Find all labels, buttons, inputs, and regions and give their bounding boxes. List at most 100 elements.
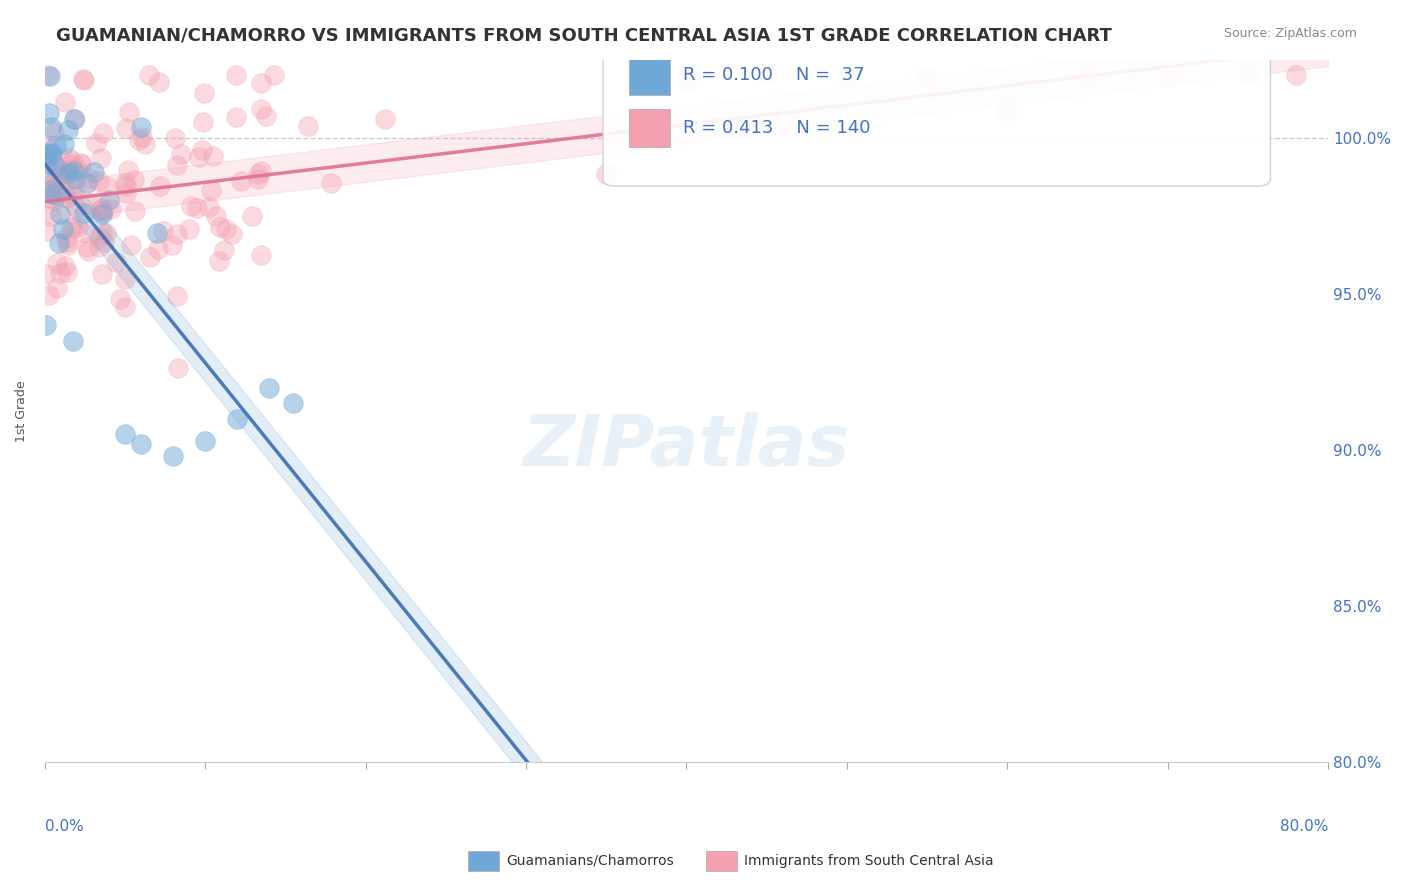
- Point: [51, 183, 73, 197]
- Point: [138, 68, 160, 82]
- Bar: [628, 56, 669, 95]
- Point: [55, 259, 77, 273]
- Point: [98, 194, 121, 208]
- Point: [65, 185, 87, 199]
- Point: [62, 334, 84, 348]
- Point: [114, 186, 136, 200]
- Point: [56, 159, 79, 173]
- Point: [35, 224, 58, 238]
- Point: [58, 166, 80, 180]
- Point: [70, 157, 93, 171]
- Point: [60, 153, 83, 168]
- Point: [134, 137, 156, 152]
- Point: [35, 156, 58, 170]
- Point: [138, 250, 160, 264]
- Text: R = 0.100    N =  37: R = 0.100 N = 37: [682, 66, 865, 84]
- Point: [59, 220, 82, 235]
- Point: [55, 168, 77, 182]
- Point: [41, 148, 63, 162]
- Point: [200, 183, 222, 197]
- Point: [70, 156, 93, 170]
- Point: [96, 226, 118, 240]
- Point: [129, 120, 152, 134]
- Point: [90, 204, 112, 219]
- Point: [39, 69, 62, 83]
- Point: [58, 151, 80, 165]
- Point: [37, 151, 59, 165]
- Point: [115, 178, 138, 193]
- Point: [122, 173, 145, 187]
- Point: [87, 174, 110, 188]
- Point: [162, 450, 184, 464]
- Point: [46, 256, 69, 270]
- Point: [35, 146, 58, 161]
- Point: [48, 207, 70, 221]
- Point: [66, 164, 89, 178]
- Point: [60, 189, 83, 203]
- Point: [374, 112, 396, 127]
- Point: [62, 220, 84, 235]
- Point: [96, 179, 118, 194]
- Text: Guamanians/Chamorros: Guamanians/Chamorros: [506, 854, 673, 868]
- Point: [129, 437, 152, 451]
- Point: [249, 76, 271, 90]
- Point: [63, 172, 86, 186]
- Point: [249, 103, 271, 117]
- Point: [91, 267, 114, 281]
- Point: [67, 220, 90, 235]
- Point: [52, 222, 75, 236]
- Point: [188, 150, 211, 164]
- Point: [93, 126, 115, 140]
- Point: [63, 112, 86, 126]
- Point: [215, 222, 238, 236]
- Point: [35, 178, 58, 192]
- Point: [100, 202, 122, 216]
- Point: [44, 173, 66, 187]
- Point: [89, 240, 111, 254]
- Point: [45, 138, 67, 153]
- Point: [995, 103, 1018, 118]
- Point: [246, 172, 269, 186]
- Point: [1076, 68, 1098, 82]
- Point: [42, 193, 65, 207]
- Point: [165, 131, 187, 145]
- Point: [41, 186, 63, 201]
- Point: [1285, 68, 1308, 82]
- Point: [72, 72, 94, 87]
- Point: [42, 180, 65, 194]
- Text: GUAMANIAN/CHAMORRO VS IMMIGRANTS FROM SOUTH CENTRAL ASIA 1ST GRADE CORRELATION C: GUAMANIAN/CHAMORRO VS IMMIGRANTS FROM SO…: [56, 27, 1112, 45]
- Point: [89, 203, 111, 218]
- Point: [166, 158, 188, 172]
- Point: [91, 207, 114, 221]
- Point: [35, 191, 58, 205]
- Point: [63, 164, 86, 178]
- Point: [250, 248, 273, 262]
- Text: 0.0%: 0.0%: [45, 819, 83, 834]
- Point: [193, 87, 215, 101]
- Point: [35, 138, 58, 153]
- Point: [297, 119, 319, 133]
- Point: [53, 95, 76, 110]
- Point: [87, 230, 110, 244]
- Point: [180, 199, 202, 213]
- Point: [55, 191, 77, 205]
- Point: [41, 145, 63, 160]
- Point: [146, 227, 169, 241]
- Point: [120, 237, 142, 252]
- Point: [254, 109, 277, 123]
- Point: [39, 184, 62, 198]
- Point: [39, 147, 62, 161]
- Point: [128, 133, 150, 147]
- Point: [146, 242, 169, 256]
- Point: [91, 227, 114, 241]
- Point: [53, 184, 76, 198]
- Point: [58, 157, 80, 171]
- Point: [77, 244, 100, 259]
- Point: [76, 240, 98, 254]
- Point: [835, 70, 858, 84]
- Point: [48, 236, 70, 251]
- Point: [250, 163, 273, 178]
- Point: [208, 254, 231, 268]
- Point: [1157, 70, 1180, 85]
- Point: [39, 209, 62, 223]
